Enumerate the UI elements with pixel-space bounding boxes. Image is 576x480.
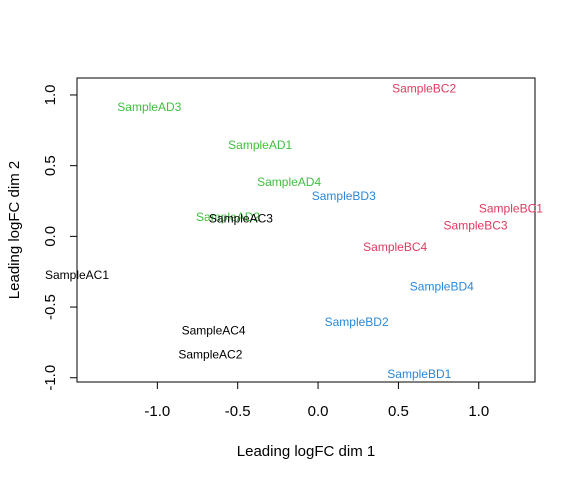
y-axis-label: Leading logFC dim 2: [6, 161, 23, 299]
x-axis-label: Leading logFC dim 1: [237, 443, 375, 460]
y-tick-label: 0.5: [42, 155, 59, 176]
x-tick-label: 1.0: [468, 403, 489, 420]
point-label-samplead4: SampleAD4: [257, 175, 321, 189]
y-tick-label: 0.0: [42, 226, 59, 247]
x-tick-label: -0.5: [225, 403, 251, 420]
point-label-samplebd2: SampleBD2: [325, 315, 389, 329]
point-label-samplebc2: SampleBC2: [392, 81, 456, 95]
x-tick-label: -1.0: [144, 403, 170, 420]
point-label-samplead1: SampleAD1: [228, 138, 292, 152]
point-label-sampleac2: SampleAC2: [178, 347, 242, 361]
y-tick-label: -1.0: [42, 365, 59, 391]
y-tick-label: 1.0: [42, 85, 59, 106]
y-axis: -1.0 -0.5 0.0 0.5 1.0: [42, 85, 77, 391]
point-label-samplebd1: SampleBD1: [387, 367, 451, 381]
x-tick-label: 0.5: [388, 403, 409, 420]
plot-frame: [76, 77, 536, 383]
point-label-sampleac3: SampleAC3: [209, 212, 273, 226]
point-label-samplead3: SampleAD3: [117, 100, 181, 114]
point-label-sampleac4: SampleAC4: [182, 323, 246, 337]
x-axis: -1.0 -0.5 0.0 0.5 1.0: [144, 382, 489, 420]
point-label-samplebc3: SampleBC3: [444, 219, 508, 233]
point-label-sampleac1: SampleAC1: [45, 268, 109, 282]
point-label-samplebc1: SampleBC1: [479, 202, 543, 216]
point-label-samplebd3: SampleBD3: [312, 189, 376, 203]
point-labels: SampleAD3SampleAD1SampleAD4SampleAD2Samp…: [45, 81, 543, 381]
point-label-samplebd4: SampleBD4: [410, 279, 474, 293]
point-label-samplead2: SampleAD2: [196, 210, 260, 224]
x-tick-label: 0.0: [308, 403, 329, 420]
y-tick-label: -0.5: [42, 294, 59, 320]
point-label-samplebc4: SampleBC4: [363, 240, 427, 254]
